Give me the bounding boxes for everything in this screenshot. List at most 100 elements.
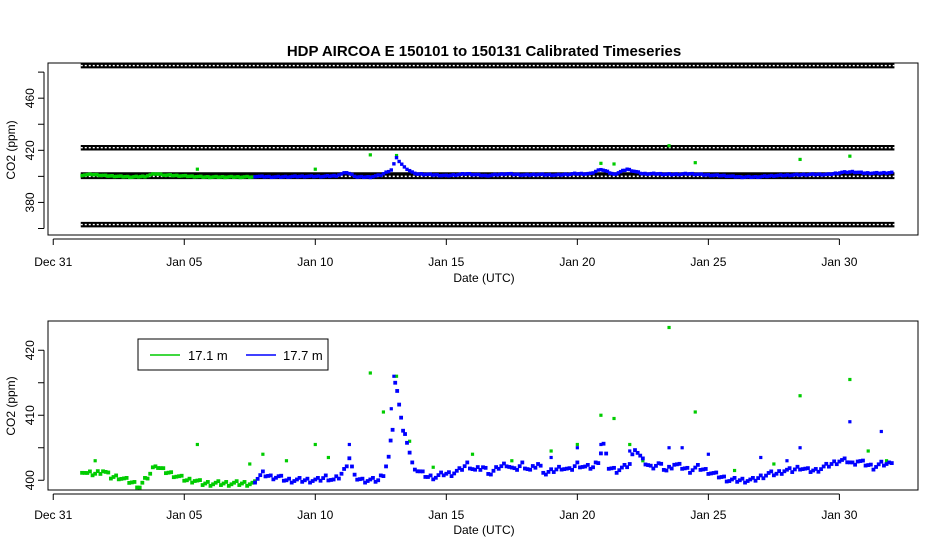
bottom-outlier-17-1-m	[848, 377, 852, 382]
top-point-17-1-m	[203, 175, 207, 179]
bottom-point-17-7-m	[827, 464, 831, 469]
top-point-17-7-m	[850, 169, 855, 174]
top-point-17-7-m	[543, 173, 547, 177]
bottom-x-tick-label: Jan 15	[428, 508, 464, 522]
bottom-point-17-7-m	[407, 450, 412, 455]
top-point-17-1-m	[88, 172, 92, 176]
top-point-17-1-m	[138, 174, 143, 179]
top-point-17-7-m	[570, 172, 575, 176]
top-point-17-7-m	[643, 171, 647, 176]
top-point-17-7-m	[840, 170, 844, 174]
top-point-17-1-m	[181, 174, 186, 178]
top-outlier-17-1-m	[848, 154, 852, 158]
bottom-point-17-7-m	[321, 476, 326, 480]
top-point-17-7-m	[376, 173, 380, 177]
bottom-point-17-7-m	[845, 460, 850, 465]
bottom-point-17-1-m	[106, 470, 111, 475]
bottom-outlier-17-1-m	[772, 462, 776, 466]
bottom-point-17-7-m	[876, 462, 881, 467]
top-point-17-7-m	[421, 172, 426, 177]
top-point-17-7-m	[379, 173, 383, 178]
bottom-point-17-7-m	[740, 476, 745, 481]
top-point-17-7-m	[636, 170, 641, 174]
top-point-17-1-m	[114, 174, 119, 179]
bottom-point-17-1-m	[88, 469, 92, 474]
top-x-tick-label: Jan 10	[297, 255, 333, 269]
bottom-point-17-7-m	[428, 473, 433, 478]
bottom-point-17-7-m	[743, 480, 747, 485]
bottom-point-17-1-m	[80, 470, 84, 475]
bottom-outlier-17-1-m	[549, 449, 553, 453]
top-point-17-7-m	[288, 175, 292, 179]
top-point-17-7-m	[726, 174, 731, 178]
bottom-point-17-7-m	[614, 470, 619, 475]
top-point-17-7-m	[573, 171, 577, 175]
bottom-point-17-1-m	[226, 483, 231, 488]
bottom-point-17-7-m	[390, 427, 395, 432]
top-point-17-1-m	[212, 175, 216, 179]
top-point-17-7-m	[634, 169, 638, 174]
top-point-17-7-m	[500, 172, 504, 176]
bottom-point-17-7-m	[449, 474, 454, 478]
top-point-17-7-m	[397, 159, 401, 164]
bottom-point-17-7-m	[557, 464, 561, 469]
bottom-x-tick-label: Jan 20	[559, 508, 595, 522]
bottom-point-17-7-m	[509, 465, 514, 470]
bottom-point-17-7-m	[305, 476, 310, 481]
bottom-point-17-1-m	[171, 475, 176, 480]
bottom-point-17-1-m	[232, 480, 236, 485]
top-point-17-7-m	[566, 173, 570, 177]
bottom-point-17-7-m	[470, 467, 475, 472]
bottom-outlier-17-7-m	[599, 442, 603, 447]
bottom-point-17-1-m	[242, 480, 247, 484]
top-point-17-7-m	[697, 172, 701, 176]
top-point-17-7-m	[769, 173, 774, 178]
bottom-point-17-7-m	[706, 472, 711, 476]
top-point-17-7-m	[601, 168, 605, 172]
top-point-17-7-m	[355, 175, 359, 179]
bottom-point-17-7-m	[638, 453, 643, 458]
top-point-17-1-m	[151, 172, 155, 176]
top-point-17-7-m	[286, 175, 290, 179]
top-x-tick-label: Jan 30	[821, 255, 857, 269]
top-point-17-7-m	[444, 173, 449, 177]
top-point-17-7-m	[715, 173, 720, 177]
top-point-17-7-m	[584, 172, 588, 176]
bottom-point-17-7-m	[737, 478, 742, 483]
bottom-point-17-7-m	[889, 461, 894, 465]
top-point-17-7-m	[534, 173, 538, 177]
top-point-17-7-m	[400, 162, 404, 166]
top-point-17-7-m	[785, 173, 790, 177]
top-point-17-1-m	[236, 175, 240, 179]
top-point-17-7-m	[536, 172, 540, 177]
bottom-point-17-7-m	[724, 479, 729, 484]
top-point-17-7-m	[290, 174, 295, 179]
bottom-point-17-7-m	[376, 478, 381, 483]
bottom-point-17-7-m	[855, 459, 860, 464]
bottom-point-17-7-m	[431, 477, 436, 482]
top-point-17-7-m	[756, 175, 760, 180]
top-point-17-7-m	[527, 173, 531, 177]
top-point-17-7-m	[890, 170, 894, 174]
top-point-17-7-m	[467, 171, 472, 176]
top-point-17-7-m	[262, 175, 267, 179]
bottom-outlier-17-1-m	[732, 468, 737, 473]
top-point-17-1-m	[85, 172, 90, 177]
bottom-point-17-7-m	[559, 467, 564, 472]
bottom-point-17-7-m	[604, 451, 609, 456]
bottom-point-17-7-m	[858, 459, 863, 463]
top-point-17-7-m	[319, 175, 323, 179]
bottom-point-17-1-m	[195, 478, 200, 483]
bottom-point-17-7-m	[371, 476, 375, 480]
top-point-17-7-m	[357, 175, 362, 179]
bottom-point-17-1-m	[182, 478, 187, 483]
top-point-17-7-m	[253, 175, 257, 179]
bottom-point-17-7-m	[388, 438, 393, 443]
top-point-17-7-m	[827, 172, 831, 176]
top-point-17-7-m	[596, 168, 601, 172]
bottom-point-17-7-m	[609, 466, 614, 471]
bottom-point-17-7-m	[289, 480, 294, 485]
top-point-17-7-m	[616, 171, 621, 175]
bottom-point-17-7-m	[483, 465, 488, 470]
top-point-17-7-m	[665, 172, 669, 176]
